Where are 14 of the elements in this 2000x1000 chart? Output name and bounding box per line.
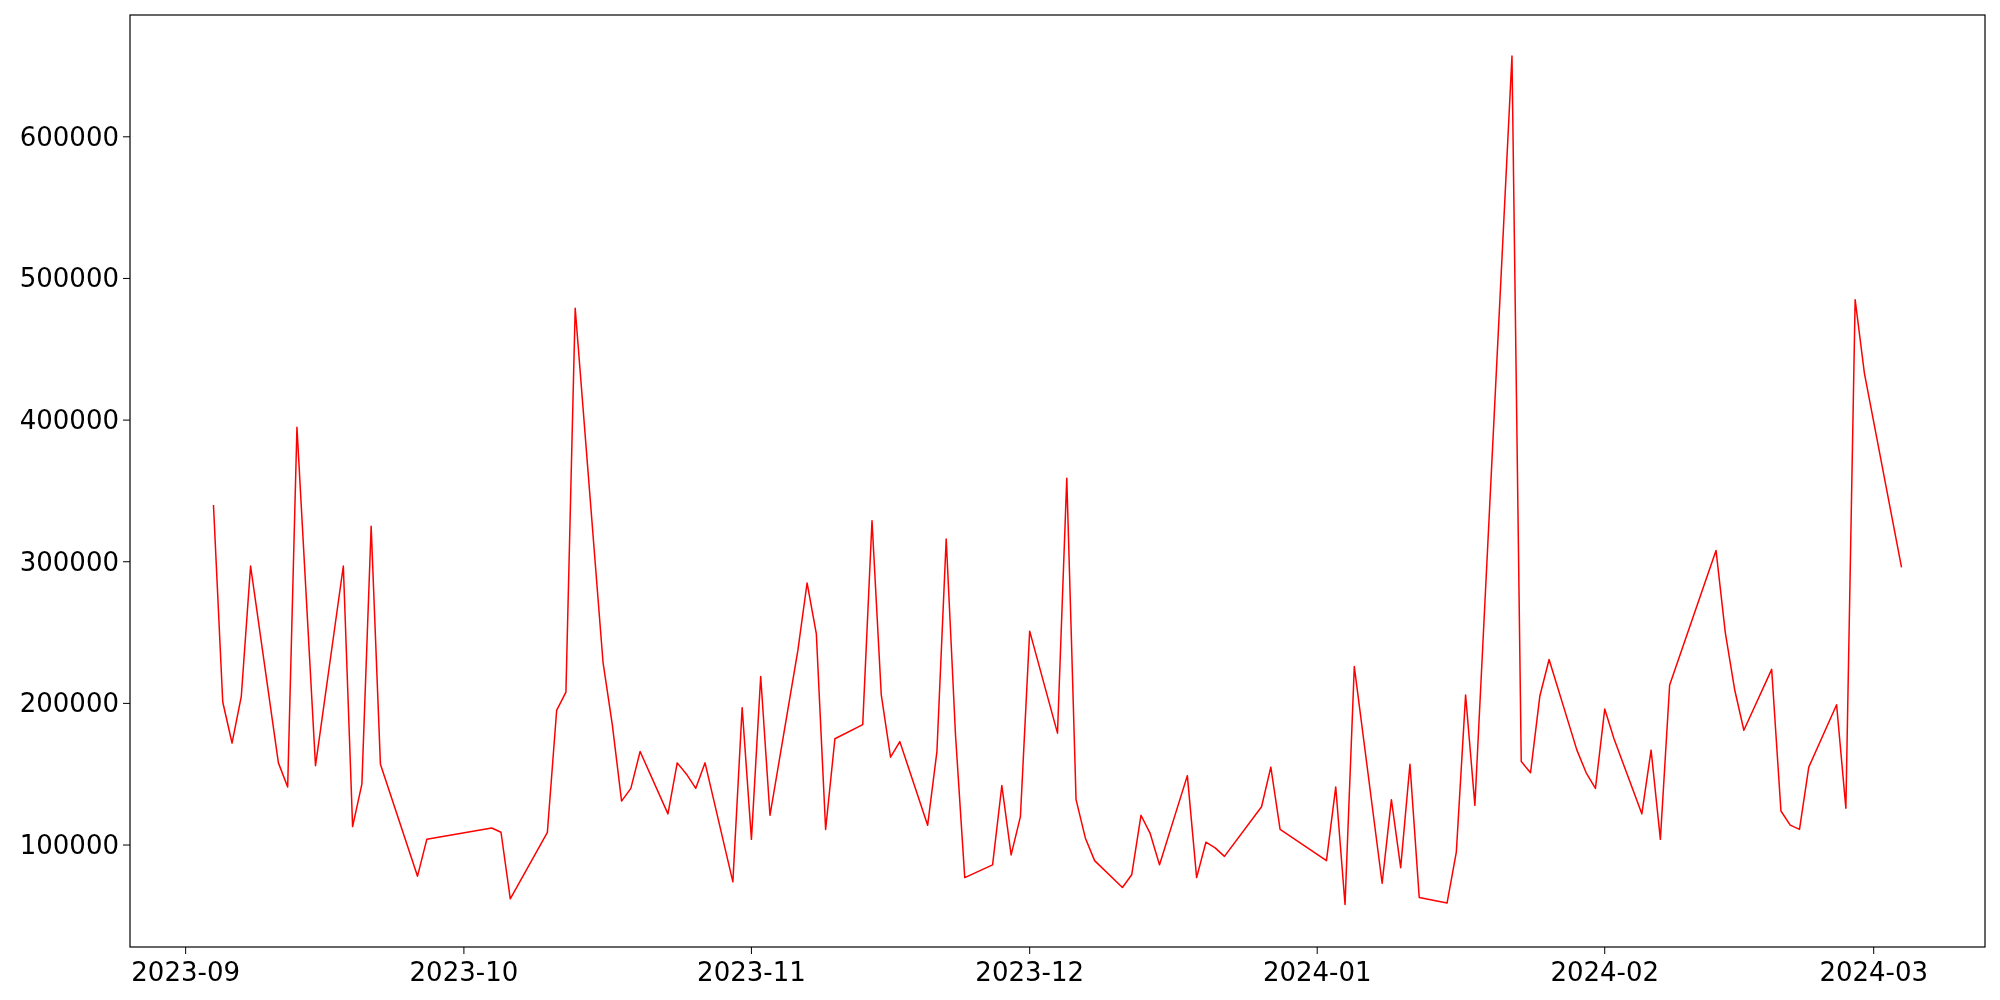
y-tick-label: 100000 [19,830,119,861]
x-tick-label: 2023-10 [409,957,519,987]
y-tick-label: 600000 [19,121,119,152]
x-tick-label: 2023-12 [975,957,1084,987]
x-tick-label: 2024-01 [1262,957,1372,987]
y-tick-label: 300000 [19,546,119,577]
y-tick-label: 200000 [19,688,119,719]
x-tick-label: 2024-02 [1550,957,1660,987]
line-series [212,55,1903,906]
x-tick-label: 2023-09 [131,957,240,987]
y-tick-label: 500000 [19,263,119,294]
y-tick-label: 400000 [19,405,119,436]
x-tick-label: 2024-03 [1819,957,1929,987]
x-tick-label: 2023-11 [697,957,806,987]
